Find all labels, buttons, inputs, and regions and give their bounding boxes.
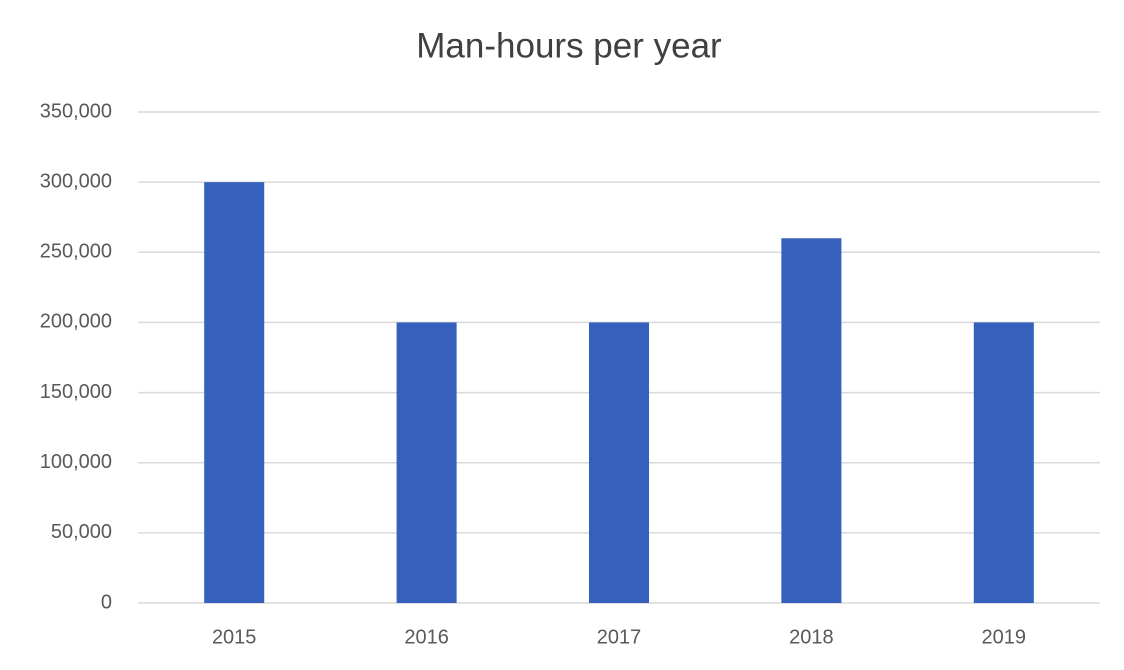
bar [973,322,1034,603]
bar [781,238,842,603]
bar [588,322,650,603]
x-tick-label: 2017 [597,626,642,648]
x-tick-label: 2015 [212,626,257,648]
y-tick-label: 200,000 [40,311,112,333]
y-tick-label: 350,000 [40,100,112,122]
y-tick-label: 150,000 [40,381,112,403]
y-tick-label: 0 [101,591,112,613]
x-tick-label: 2019 [982,626,1027,648]
bar [396,322,457,603]
x-tick-label: 2016 [404,626,449,648]
y-tick-label: 250,000 [40,241,112,263]
chart-title: Man-hours per year [416,26,722,65]
y-tick-label: 50,000 [51,521,112,543]
x-tick-label: 2018 [789,626,834,648]
bar [204,182,265,603]
y-tick-label: 300,000 [40,170,112,192]
y-tick-label: 100,000 [40,451,112,473]
